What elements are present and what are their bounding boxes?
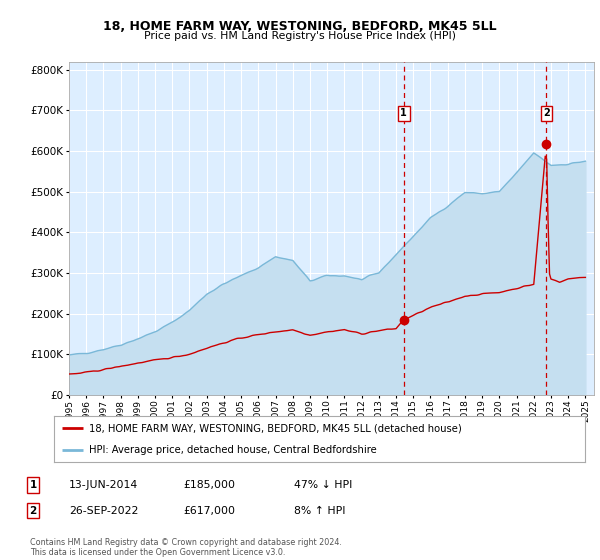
Text: 2: 2: [543, 108, 550, 118]
Text: £185,000: £185,000: [183, 480, 235, 490]
Text: 47% ↓ HPI: 47% ↓ HPI: [294, 480, 352, 490]
Text: 13-JUN-2014: 13-JUN-2014: [69, 480, 138, 490]
Text: Contains HM Land Registry data © Crown copyright and database right 2024.
This d: Contains HM Land Registry data © Crown c…: [30, 538, 342, 557]
Text: 1: 1: [400, 108, 407, 118]
Text: 26-SEP-2022: 26-SEP-2022: [69, 506, 139, 516]
Text: HPI: Average price, detached house, Central Bedfordshire: HPI: Average price, detached house, Cent…: [89, 445, 376, 455]
Text: 18, HOME FARM WAY, WESTONING, BEDFORD, MK45 5LL (detached house): 18, HOME FARM WAY, WESTONING, BEDFORD, M…: [89, 423, 461, 433]
Text: Price paid vs. HM Land Registry's House Price Index (HPI): Price paid vs. HM Land Registry's House …: [144, 31, 456, 41]
Text: £617,000: £617,000: [183, 506, 235, 516]
Text: 2: 2: [29, 506, 37, 516]
Text: 8% ↑ HPI: 8% ↑ HPI: [294, 506, 346, 516]
Text: 1: 1: [29, 480, 37, 490]
Text: 18, HOME FARM WAY, WESTONING, BEDFORD, MK45 5LL: 18, HOME FARM WAY, WESTONING, BEDFORD, M…: [103, 20, 497, 32]
